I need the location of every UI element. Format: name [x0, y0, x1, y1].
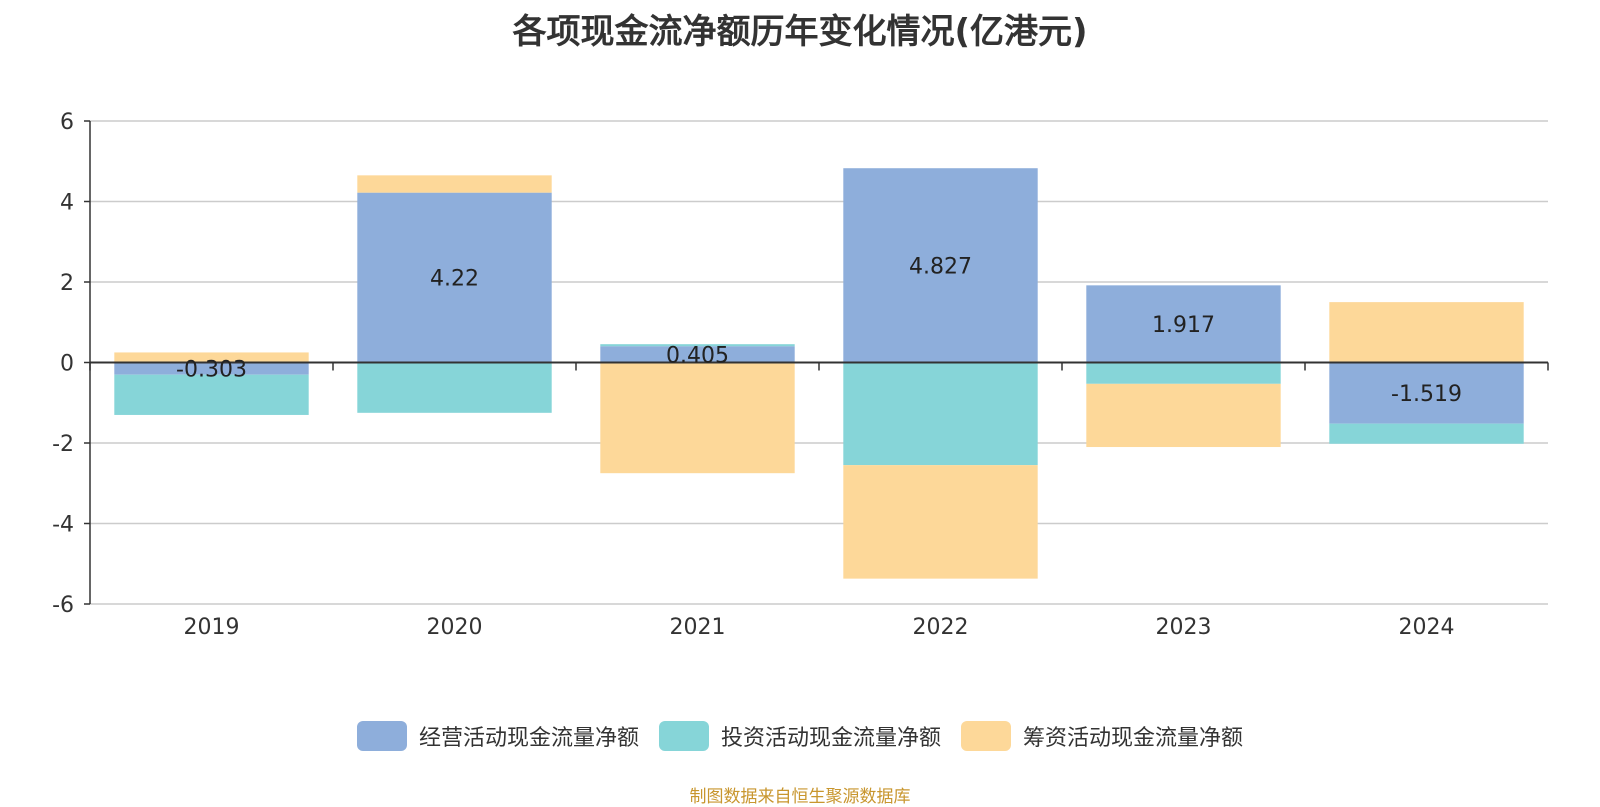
legend-swatch — [658, 721, 709, 751]
bar-2020-series-0 — [357, 192, 552, 363]
legend-item[interactable]: 经营活动现金流量净额 — [356, 720, 639, 752]
y-tick-label: -4 — [52, 513, 74, 538]
bar-2019-series-1 — [114, 374, 309, 415]
bar-2022-series-1 — [843, 362, 1038, 466]
bar-2020-series-1 — [357, 362, 552, 413]
x-tick-label: 2020 — [427, 615, 483, 640]
data-label: 4.827 — [909, 254, 972, 279]
x-tick-label: 2022 — [913, 615, 969, 640]
y-tick-label: -2 — [52, 432, 74, 457]
data-label: -1.519 — [1391, 382, 1462, 407]
bar-2024-series-0 — [1329, 362, 1524, 424]
legend-item[interactable]: 筹资活动现金流量净额 — [961, 720, 1243, 752]
legend-item[interactable]: 投资活动现金流量净额 — [658, 720, 941, 752]
chart-title: 各项现金流净额历年变化情况(亿港元) — [512, 12, 1088, 52]
bar-2020-series-2 — [357, 175, 552, 193]
y-tick-label: 0 — [60, 352, 74, 377]
legend-label: 投资活动现金流量净额 — [720, 726, 941, 751]
bar-2021-series-0 — [600, 346, 795, 363]
y-tick-label: 6 — [60, 110, 74, 135]
bar-2024-series-2 — [1329, 302, 1524, 363]
x-tick-label: 2024 — [1399, 615, 1455, 640]
bar-2021-series-1 — [600, 344, 795, 347]
chart-canvas: 6 4 2 0 -2 -4 -6 2019 2020 2021 2022 2023 2024 -0.30… — [52, 110, 1549, 640]
y-tick-label: 2 — [60, 271, 74, 296]
legend-label: 筹资活动现金流量净额 — [1023, 726, 1244, 751]
bar-2022-series-0 — [843, 168, 1038, 363]
legend-swatch — [356, 721, 407, 751]
bar-2021-series-2 — [600, 362, 795, 474]
y-tick-label: 4 — [60, 191, 74, 216]
data-label: 4.22 — [430, 267, 479, 292]
bar-2023-series-1 — [1086, 362, 1281, 384]
data-label: 0.405 — [666, 343, 729, 368]
bar-2019-series-0 — [114, 362, 309, 375]
bar-2019-series-2 — [114, 352, 309, 363]
bar-2022-series-2 — [843, 465, 1038, 579]
legend-swatch — [961, 721, 1011, 751]
bar-2023-series-2 — [1086, 383, 1281, 448]
x-tick-label: 2021 — [670, 615, 726, 640]
data-labels: -0.303 4.22 0.405 4.827 1.917 -1.519 — [176, 254, 1462, 407]
bar-2024-series-1 — [1329, 423, 1524, 444]
data-label: -0.303 — [176, 358, 247, 383]
legend: 经营活动现金流量净额 投资活动现金流量净额 筹资活动现金流量净额 — [0, 720, 1600, 752]
x-tick-label: 2023 — [1156, 615, 1212, 640]
bars — [114, 168, 1524, 579]
data-label: 1.917 — [1152, 313, 1215, 338]
axes: 6 4 2 0 -2 -4 -6 2019 2020 2021 2022 2023 2024 — [52, 110, 1549, 640]
x-tick-label: 2019 — [184, 615, 240, 640]
y-tick-label: -6 — [52, 593, 74, 618]
bar-2023-series-0 — [1086, 285, 1281, 363]
source-note: 制图数据来自恒生聚源数据库 — [689, 787, 911, 807]
legend-label: 经营活动现金流量净额 — [418, 726, 639, 751]
